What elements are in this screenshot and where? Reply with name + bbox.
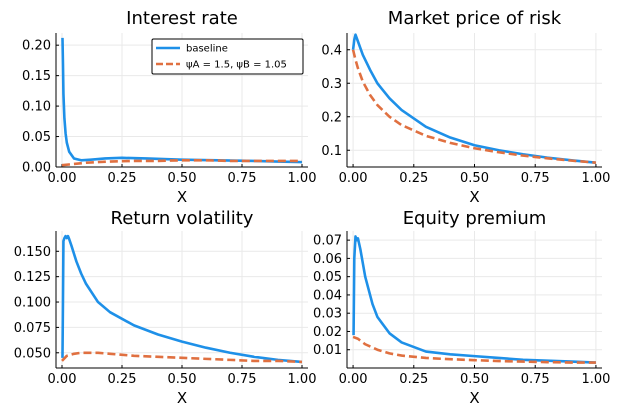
- x-tick-label: 0.75: [228, 372, 257, 387]
- y-tick-label: 0.125: [14, 270, 51, 285]
- x-tick-label: 0.25: [399, 372, 428, 387]
- x-axis-label: X: [177, 188, 187, 206]
- x-tick-label: 1.00: [288, 372, 317, 387]
- series-line-baseline: [61, 234, 303, 364]
- panel-title: Equity premium: [403, 208, 547, 229]
- y-tick-label: 0.075: [14, 321, 51, 336]
- y-tick-label: 0.1: [321, 144, 342, 159]
- series-line-baseline: [351, 33, 597, 164]
- x-tick-label: 0.25: [399, 171, 428, 186]
- x-tick-label: 0.00: [339, 171, 368, 186]
- legend-label: ψA = 1.5, ψB = 1.05: [186, 60, 287, 71]
- x-tick-label: 0.75: [521, 372, 550, 387]
- series-line-alt: [352, 335, 596, 364]
- x-tick-label: 1.00: [288, 171, 317, 186]
- legend: baseline ψA = 1.5, ψB = 1.05: [151, 38, 304, 75]
- x-tick-label: 0.25: [108, 171, 137, 186]
- x-tick-label: 0.00: [339, 372, 368, 387]
- series-line-alt: [351, 49, 597, 164]
- x-tick-label: 0.75: [521, 171, 550, 186]
- x-tick-label: 1.00: [581, 171, 610, 186]
- x-tick-label: 0.50: [168, 171, 197, 186]
- y-tick-label: 0.3: [321, 77, 342, 92]
- y-tick-label: 0.050: [14, 346, 51, 361]
- y-tick-label: 0.06: [313, 252, 342, 267]
- panel-return-volatility: Return volatility 0.00 0.25 0.50 0.75 1.00 0.0…: [14, 208, 317, 407]
- y-tick-label: 0.02: [313, 325, 342, 340]
- y-tick-label: 0.4: [321, 43, 342, 58]
- y-tick-label: 0.07: [313, 234, 342, 249]
- legend-box: [151, 38, 304, 75]
- series-line-alt: [61, 159, 302, 167]
- y-tick-label: 0.2: [321, 110, 342, 125]
- x-tick-label: 0.25: [108, 372, 137, 387]
- y-tick-label: 0.04: [313, 288, 342, 303]
- x-tick-label: 0.00: [48, 171, 77, 186]
- x-tick-label: 1.00: [581, 372, 610, 387]
- x-axis-label: X: [469, 389, 479, 407]
- panel-title: Return volatility: [111, 208, 254, 229]
- y-tick-label: 0.01: [313, 343, 342, 358]
- panel-market-price-of-risk: Market price of risk 0.00 0.25 0.50 0.75 1.00…: [321, 8, 610, 206]
- y-tick-label: 0.03: [313, 307, 342, 322]
- y-tick-label: 0.15: [22, 69, 51, 84]
- series-line-baseline: [352, 235, 596, 364]
- panel-interest-rate: Interest rate 0.00 0.25 0.50 0.75 1.00 0.00 0.0…: [22, 8, 316, 206]
- y-tick-label: 0.10: [22, 100, 51, 115]
- y-tick-label: 0.00: [22, 161, 51, 176]
- y-tick-label: 0.05: [22, 130, 51, 145]
- panel-equity-premium: Equity premium 0.00 0.25 0.50 0.75 1.00 0.01 0.…: [313, 208, 610, 407]
- series-line-alt: [61, 351, 303, 364]
- x-tick-label: 0.75: [228, 171, 257, 186]
- panel-title: Market price of risk: [388, 8, 562, 29]
- x-axis-label: X: [469, 188, 479, 206]
- x-tick-label: 0.00: [48, 372, 77, 387]
- y-tick-label: 0.100: [14, 296, 51, 311]
- x-tick-label: 0.50: [460, 372, 489, 387]
- y-tick-label: 0.05: [313, 270, 342, 285]
- y-tick-label: 0.150: [14, 245, 51, 260]
- legend-label: baseline: [186, 44, 228, 55]
- panel-title: Interest rate: [126, 8, 238, 29]
- x-tick-label: 0.50: [168, 372, 197, 387]
- y-tick-label: 0.20: [22, 39, 51, 54]
- x-tick-label: 0.50: [460, 171, 489, 186]
- x-axis-label: X: [177, 389, 187, 407]
